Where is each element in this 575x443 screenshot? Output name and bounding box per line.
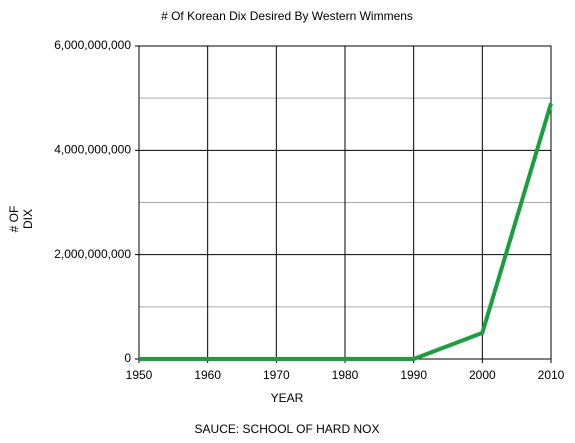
x-tick-label: 1970 xyxy=(263,368,290,382)
x-axis-label: YEAR xyxy=(271,391,304,405)
x-tick-label: 1960 xyxy=(194,368,221,382)
chart-title: # Of Korean Dix Desired By Western Wimme… xyxy=(161,9,413,23)
y-axis-label: DIX xyxy=(21,209,35,229)
y-tick-label: 4,000,000,000 xyxy=(54,143,131,157)
data-line xyxy=(139,102,553,361)
x-tick-label: 1980 xyxy=(332,368,359,382)
y-tick-label: 6,000,000,000 xyxy=(54,38,131,52)
y-axis-label: # OF xyxy=(7,206,21,233)
y-tick-label: 2,000,000,000 xyxy=(54,247,131,261)
footer: SAUCE: SCHOOL OF HARD NOX xyxy=(195,422,380,436)
y-tick-label: 0 xyxy=(124,351,131,365)
x-tick-label: 2000 xyxy=(469,368,496,382)
x-tick-label: 2010 xyxy=(538,368,565,382)
x-tick-label: 1990 xyxy=(400,368,427,382)
x-tick-label: 1950 xyxy=(126,368,153,382)
